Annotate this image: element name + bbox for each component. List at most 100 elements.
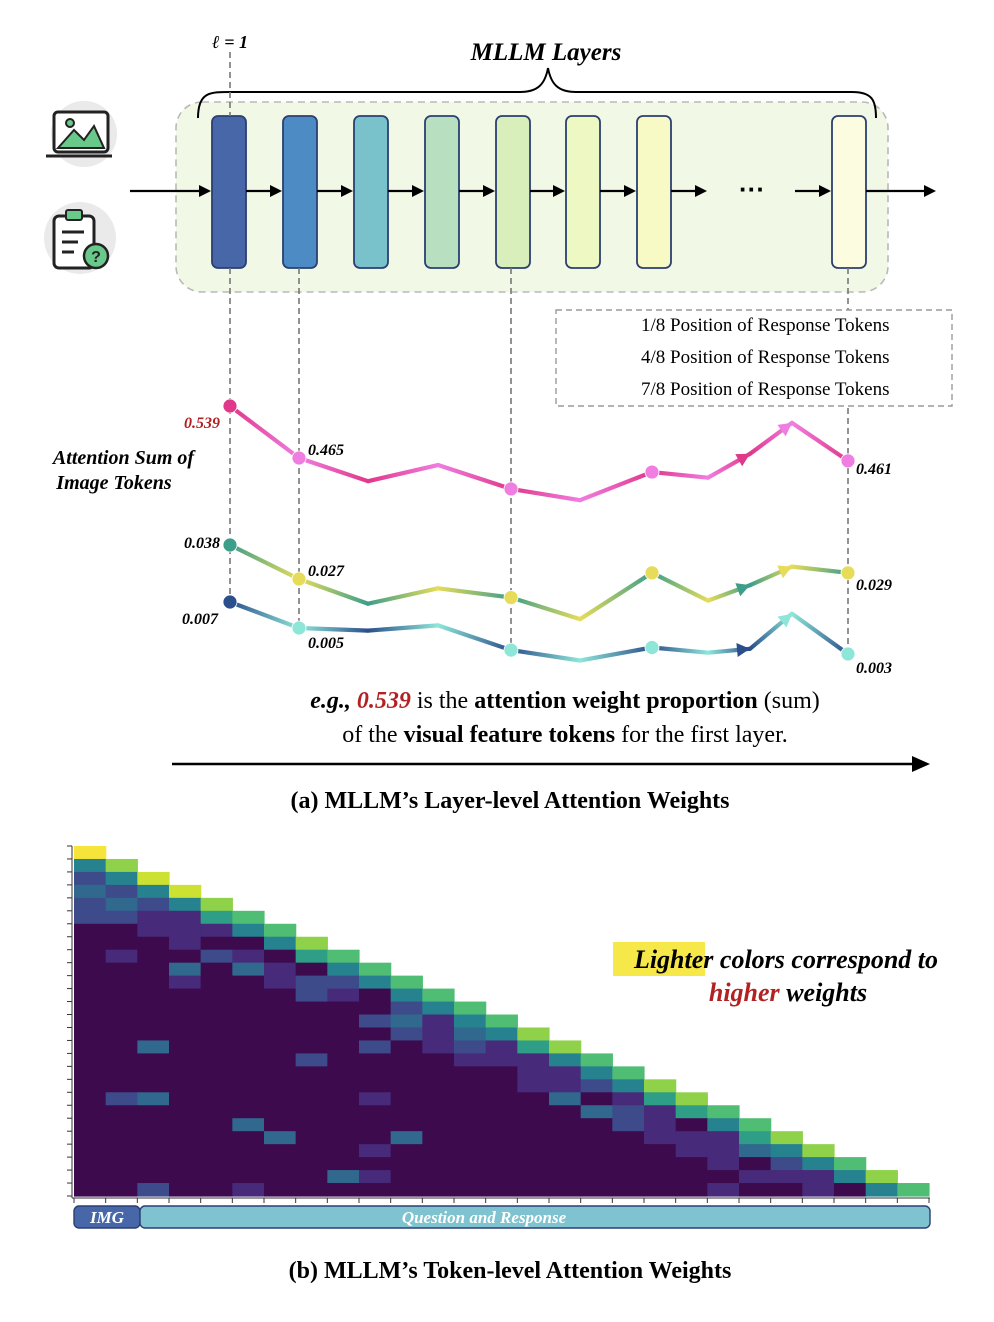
- heatmap-cell: [612, 1144, 645, 1158]
- heatmap-cell: [802, 1157, 835, 1171]
- heatmap-cell: [549, 1157, 582, 1171]
- series-segment: [789, 611, 851, 657]
- heatmap-cell: [454, 1131, 487, 1145]
- heatmap-cell: [675, 1131, 708, 1145]
- heatmap-cell: [200, 1157, 233, 1171]
- heatmap-cell: [232, 1040, 265, 1055]
- heatmap-cell: [74, 871, 107, 886]
- heatmap-cell: [232, 988, 265, 1003]
- heatmap-cell: [169, 1053, 202, 1067]
- heatmap-cell: [264, 988, 297, 1003]
- legend-label: 1/8 Position of Response Tokens: [641, 315, 890, 336]
- heatmap-cell: [200, 923, 233, 938]
- heatmap-cell: [707, 1170, 740, 1184]
- heatmap-cell: [105, 1040, 138, 1055]
- heatmap-cell: [739, 1170, 772, 1184]
- heatmap-cell: [612, 1079, 645, 1093]
- token-segment-bar: IMG Question and Response: [73, 1205, 931, 1229]
- heatmap-cell: [422, 1157, 455, 1171]
- heatmap-cell: [232, 1144, 265, 1158]
- heatmap-cell: [390, 1144, 423, 1158]
- heatmap-cell: [137, 936, 170, 951]
- heatmap-cell: [169, 988, 202, 1003]
- heatmap-cell: [169, 1157, 202, 1171]
- heatmap-cell: [485, 1118, 518, 1132]
- heatmap-cell: [232, 1027, 265, 1042]
- example-bold-2: visual feature tokens: [404, 722, 616, 748]
- series-segment: [435, 623, 514, 653]
- heatmap-cell: [549, 1131, 582, 1145]
- heatmap-cell: [105, 884, 138, 899]
- heatmap-cell: [580, 1170, 613, 1184]
- img-segment-label: IMG: [89, 1208, 125, 1227]
- heatmap-cell: [359, 1144, 392, 1158]
- heatmap-cell: [359, 988, 392, 1003]
- heatmap-cell: [390, 1092, 423, 1106]
- layer-box: [831, 115, 867, 269]
- series-segment: [577, 570, 655, 622]
- heatmap-cell: [770, 1183, 803, 1197]
- heatmap-cell: [549, 1183, 582, 1197]
- heatmap-cell: [359, 1027, 392, 1042]
- heatmap-cell: [232, 1001, 265, 1016]
- series-segment: [649, 469, 711, 480]
- heatmap-cell: [232, 1053, 265, 1067]
- heatmap-cell: [74, 897, 107, 912]
- heatmap-cell: [327, 1079, 360, 1093]
- heatmap-cell: [422, 1014, 455, 1029]
- heatmap-cell: [200, 988, 233, 1003]
- heatmap-cell: [675, 1144, 708, 1158]
- heatmap-cell: [454, 1144, 487, 1158]
- heatmap-cell: [707, 1183, 740, 1197]
- heatmap-cell: [74, 1001, 107, 1016]
- clipboard-question-icon: ?: [44, 202, 116, 274]
- heatmap-cell: [390, 1066, 423, 1080]
- heatmap-cell: [105, 962, 138, 977]
- heatmap-cell: [295, 1014, 328, 1029]
- heatmap-cell: [580, 1053, 613, 1067]
- heatmap-cell: [422, 1001, 455, 1016]
- heatmap-cell: [327, 1092, 360, 1106]
- heatmap-cell: [169, 1066, 202, 1080]
- heatmap-cell: [327, 1014, 360, 1029]
- heatmap-cell: [580, 1183, 613, 1197]
- heatmap-cell: [264, 1170, 297, 1184]
- qr-segment: [139, 1205, 931, 1229]
- note-line-1: Lighter colors correspond to: [633, 945, 938, 974]
- heatmap-cell: [485, 1183, 518, 1197]
- heatmap-cell: [74, 1040, 107, 1055]
- heatmap-cell: [675, 1118, 708, 1132]
- heatmap-cell: [580, 1131, 613, 1145]
- heatmap-cell: [295, 1001, 328, 1016]
- heatmap-cell: [137, 1105, 170, 1119]
- heatmap-cell: [390, 1014, 423, 1029]
- heatmap-cell: [327, 1144, 360, 1158]
- series-point: [503, 481, 519, 497]
- heatmap-cell: [295, 1040, 328, 1055]
- heatmap-cell: [327, 962, 360, 977]
- value-label: 0.005: [308, 635, 344, 652]
- heatmap-cell: [74, 846, 107, 860]
- heatmap-cell: [517, 1157, 550, 1171]
- heatmap-cell: [390, 1027, 423, 1042]
- heatmap-cell: [612, 1066, 645, 1080]
- heatmap-cell: [485, 1144, 518, 1158]
- heatmap-cell: [137, 884, 170, 899]
- image-icon: [46, 101, 117, 167]
- heatmap-cell: [74, 962, 107, 977]
- heatmap-cell: [264, 1079, 297, 1093]
- heatmap-cell: [359, 1001, 392, 1016]
- heatmap-cell: [580, 1157, 613, 1171]
- heatmap-cell: [232, 1183, 265, 1197]
- heatmap-cell: [580, 1092, 613, 1106]
- heatmap-cell: [105, 1118, 138, 1132]
- heatmap-cell: [137, 910, 170, 925]
- heatmap-cell: [232, 936, 265, 951]
- layer-box: [282, 115, 318, 269]
- layer-box: [211, 115, 247, 269]
- heatmap-cell: [105, 1092, 138, 1106]
- series-segment: [365, 623, 441, 633]
- heatmap-cell: [359, 1092, 392, 1106]
- series-segment: [649, 570, 711, 603]
